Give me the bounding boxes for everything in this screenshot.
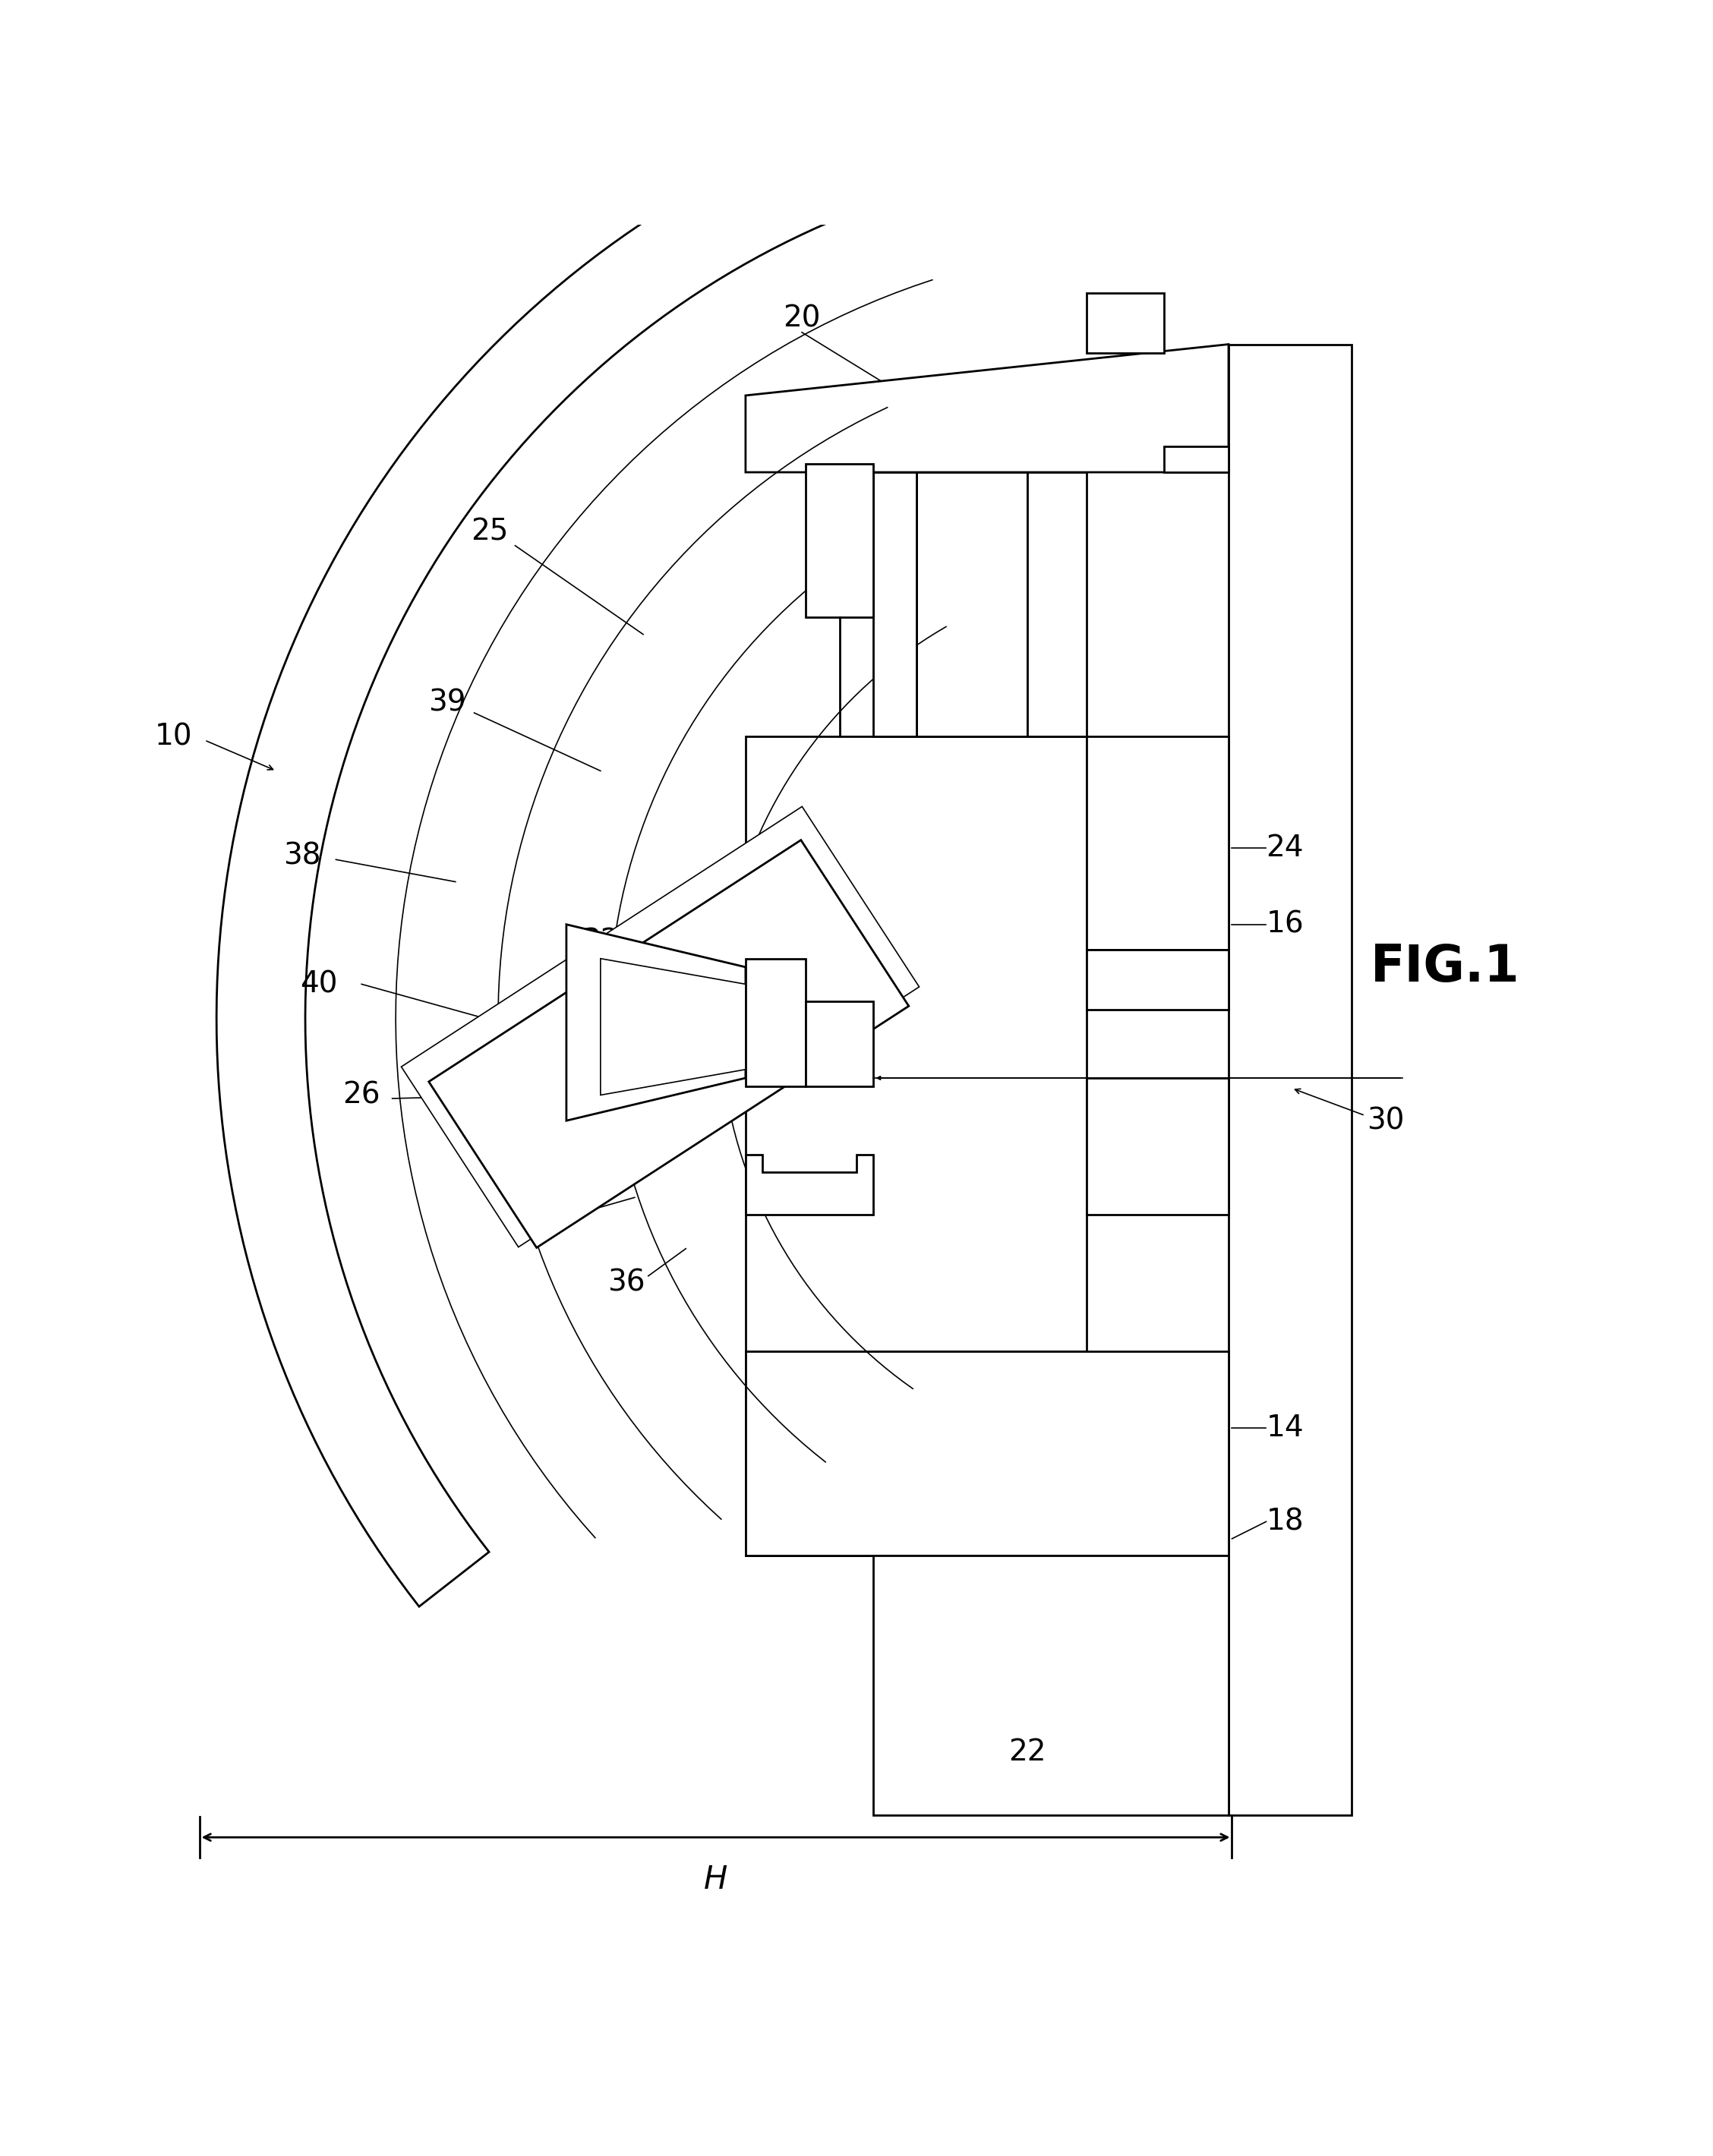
Text: 34: 34 <box>711 931 749 959</box>
Bar <box>1088 1078 1228 1214</box>
Text: 30: 30 <box>1367 1106 1405 1134</box>
Polygon shape <box>567 925 745 1121</box>
Text: 18: 18 <box>1266 1507 1304 1535</box>
Bar <box>745 1352 1228 1557</box>
Polygon shape <box>401 806 920 1246</box>
Text: 38: 38 <box>283 841 320 871</box>
Text: 12: 12 <box>646 931 683 959</box>
Bar <box>874 472 916 737</box>
Text: 28: 28 <box>786 931 824 959</box>
Bar <box>874 1557 1228 1815</box>
Bar <box>1088 1078 1228 1214</box>
Text: 36: 36 <box>608 1268 644 1298</box>
Polygon shape <box>745 345 1228 472</box>
Bar <box>1028 472 1088 737</box>
Bar <box>1088 737 1228 951</box>
Polygon shape <box>916 472 1028 737</box>
Text: 25: 25 <box>471 517 509 545</box>
Polygon shape <box>745 959 805 1087</box>
Bar <box>1228 345 1352 1815</box>
Text: 26: 26 <box>343 1080 380 1110</box>
Text: H: H <box>704 1865 728 1895</box>
Text: 24: 24 <box>1266 832 1304 862</box>
Bar <box>1088 951 1228 1009</box>
Polygon shape <box>745 737 1088 1352</box>
Bar <box>1228 345 1352 1815</box>
Text: 20: 20 <box>783 304 821 334</box>
Polygon shape <box>805 464 874 617</box>
Polygon shape <box>745 1156 874 1214</box>
Text: 39: 39 <box>428 688 466 718</box>
Bar <box>745 1352 874 1557</box>
Bar <box>874 1557 1228 1815</box>
Text: FIG.1: FIG.1 <box>1370 942 1519 992</box>
Bar <box>1088 737 1228 951</box>
Polygon shape <box>1163 446 1228 472</box>
Polygon shape <box>1088 293 1163 354</box>
Polygon shape <box>601 959 745 1095</box>
Text: 10: 10 <box>154 722 192 750</box>
Polygon shape <box>805 1000 874 1087</box>
Text: 33: 33 <box>514 1210 552 1238</box>
Bar <box>1028 472 1088 737</box>
Text: 16: 16 <box>1266 910 1304 938</box>
Polygon shape <box>428 841 910 1248</box>
Text: 32: 32 <box>582 927 620 955</box>
Polygon shape <box>216 63 1143 1606</box>
Bar <box>874 472 916 737</box>
Text: 14: 14 <box>1266 1414 1304 1442</box>
Text: 22: 22 <box>1009 1738 1047 1766</box>
Bar <box>745 1352 1228 1557</box>
Bar <box>745 1352 874 1557</box>
Text: 40: 40 <box>300 970 337 998</box>
Bar <box>1088 951 1228 1009</box>
